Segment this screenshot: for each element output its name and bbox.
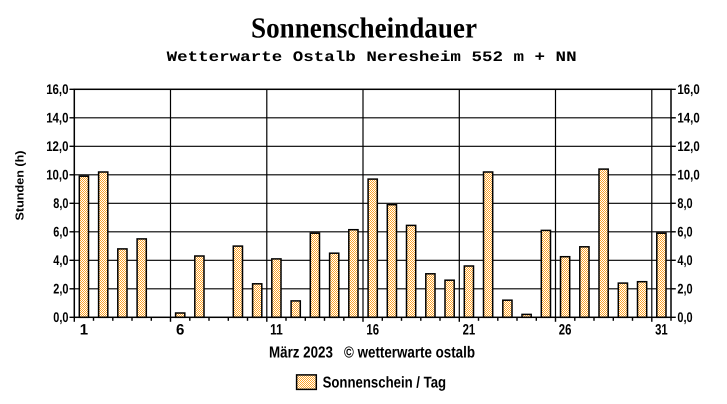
svg-text:4,0: 4,0 (53, 252, 68, 268)
svg-text:0,0: 0,0 (677, 309, 692, 325)
svg-text:12,0: 12,0 (46, 138, 68, 154)
svg-text:6,0: 6,0 (677, 224, 692, 240)
svg-text:März 2023 © wetterwarte osta: März 2023 © wetterwarte ostalb (269, 345, 475, 362)
svg-text:26: 26 (559, 321, 572, 338)
svg-text:10,0: 10,0 (46, 167, 68, 183)
svg-text:8,0: 8,0 (677, 195, 692, 211)
svg-text:14,0: 14,0 (677, 110, 699, 126)
svg-text:4,0: 4,0 (677, 252, 692, 268)
svg-text:31: 31 (655, 321, 668, 338)
svg-text:0,0: 0,0 (53, 309, 68, 325)
svg-text:6: 6 (176, 321, 184, 338)
svg-text:8,0: 8,0 (53, 195, 68, 211)
svg-text:16,0: 16,0 (677, 81, 699, 97)
svg-text:Sonnenschein / Tag: Sonnenschein / Tag (323, 374, 447, 391)
svg-text:Sonnenscheindauer: Sonnenscheindauer (251, 13, 477, 45)
svg-text:10,0: 10,0 (677, 167, 699, 183)
svg-text:16,0: 16,0 (46, 81, 68, 97)
svg-text:Stunden (h): Stunden (h) (15, 150, 27, 220)
svg-text:2,0: 2,0 (53, 281, 68, 297)
svg-text:2,0: 2,0 (677, 281, 692, 297)
svg-text:1: 1 (80, 321, 88, 338)
svg-text:14,0: 14,0 (46, 110, 68, 126)
svg-text:12,0: 12,0 (677, 138, 699, 154)
svg-text:11: 11 (270, 321, 283, 338)
svg-text:21: 21 (463, 321, 476, 338)
svg-text:6,0: 6,0 (53, 224, 68, 240)
svg-text:16: 16 (366, 321, 379, 338)
svg-text:Wetterwarte Ostalb Neresheim 5: Wetterwarte Ostalb Neresheim 552 m + NN (167, 50, 577, 66)
